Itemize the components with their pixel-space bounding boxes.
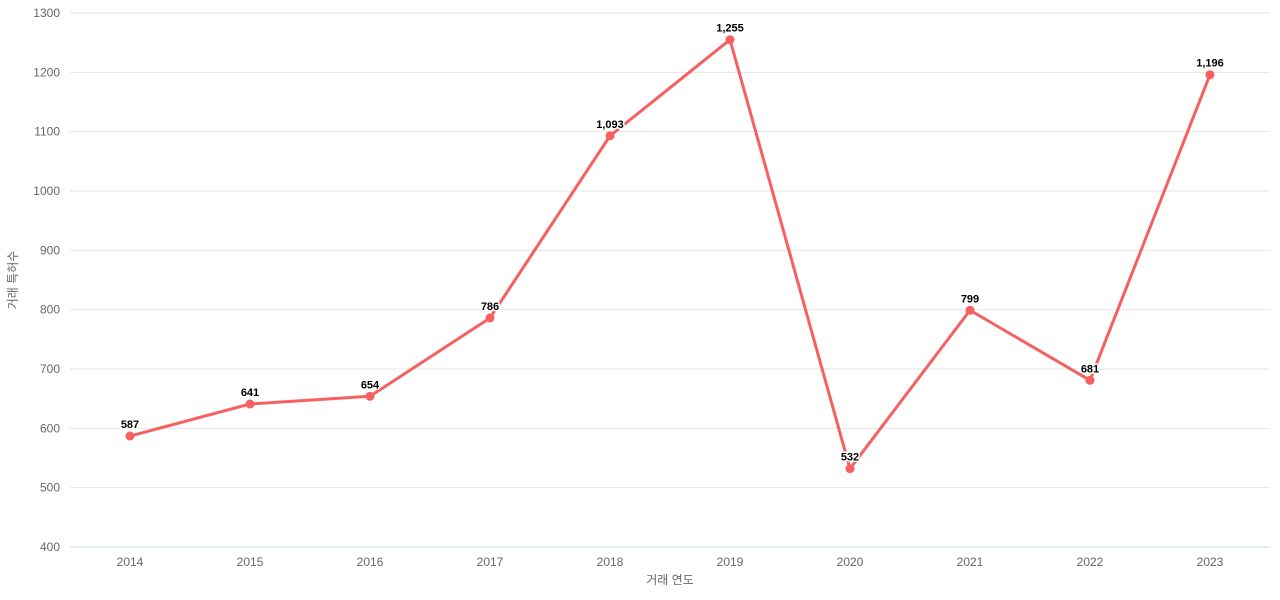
- x-tick-label: 2020: [837, 555, 864, 569]
- gridlines: [70, 12, 1270, 548]
- data-point-label: 654: [361, 379, 380, 391]
- data-point[interactable]: [725, 35, 735, 45]
- data-point-label: 1,255: [716, 23, 744, 35]
- data-point[interactable]: [365, 391, 375, 401]
- x-tick-label: 2023: [1197, 555, 1224, 569]
- data-point[interactable]: [605, 131, 615, 141]
- y-tick-label: 1100: [34, 125, 60, 139]
- data-point[interactable]: [245, 399, 255, 409]
- x-tick-label: 2018: [597, 555, 624, 569]
- point-labels: 587 641 654 786 1,093 1,255 532 799 681 1,196: [119, 21, 1225, 465]
- data-point-label: 786: [481, 301, 499, 313]
- data-point-label: 799: [961, 293, 979, 305]
- x-tick-label: 2015: [237, 555, 264, 569]
- y-tick-label: 700: [40, 362, 60, 376]
- data-point-label: 1,093: [596, 119, 624, 131]
- data-point[interactable]: [845, 464, 855, 474]
- y-axis-title: 거래 특허수: [6, 251, 20, 310]
- data-point[interactable]: [485, 313, 495, 323]
- x-tick-label: 2021: [957, 555, 984, 569]
- y-tick-label: 900: [40, 243, 60, 257]
- x-tick-label: 2016: [357, 555, 384, 569]
- data-point-label: 1,196: [1196, 58, 1224, 70]
- x-tick-label: 2022: [1077, 555, 1104, 569]
- data-point[interactable]: [965, 305, 975, 315]
- y-tick-label: 1000: [33, 184, 60, 198]
- y-tick-label: 1300: [33, 6, 60, 20]
- data-point[interactable]: [1085, 375, 1095, 385]
- series-markers: [125, 35, 1215, 474]
- y-tick-label: 1200: [33, 65, 60, 79]
- x-tick-label: 2014: [117, 555, 144, 569]
- y-tick-label: 400: [40, 540, 60, 554]
- data-point[interactable]: [1205, 70, 1215, 80]
- y-tick-label: 800: [40, 303, 60, 317]
- data-point-label: 587: [121, 419, 139, 431]
- y-tick-label: 500: [40, 481, 60, 495]
- data-point-label: 532: [841, 452, 859, 464]
- y-tick-label: 600: [40, 421, 60, 435]
- x-tick-label: 2019: [717, 555, 744, 569]
- x-tick-label: 2017: [477, 555, 504, 569]
- series-line: [128, 38, 1212, 471]
- data-point-label: 681: [1081, 363, 1099, 375]
- data-point[interactable]: [125, 431, 135, 441]
- x-axis-title: 거래 연도: [646, 573, 694, 587]
- x-axis-tick-labels: 2014 2015 2016 2017 2018 2019 2020 2021 2022 2023: [117, 555, 1224, 569]
- data-point-label: 641: [241, 387, 259, 399]
- y-axis-tick-labels: 400 500 600 700 800 900 1000 1100 1200 1300: [33, 6, 60, 554]
